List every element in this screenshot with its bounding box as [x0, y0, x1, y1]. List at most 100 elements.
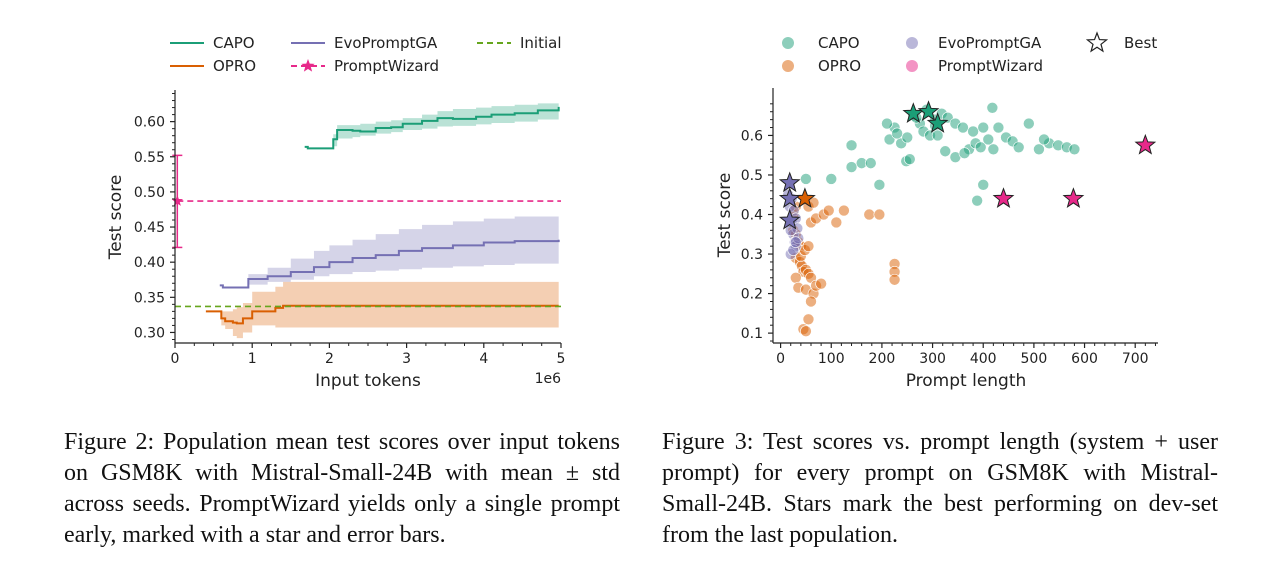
point-capo: [1038, 133, 1050, 146]
line-capo: [304, 106, 560, 150]
figure-3-caption: Figure 3: Test scores vs. prompt length …: [662, 429, 1218, 548]
f2-x-tick-label: 0: [171, 351, 180, 367]
f3-y-tick-label: 0.3: [741, 247, 763, 263]
f2-x-axis-label: Input tokens: [315, 371, 421, 391]
point-capo: [901, 131, 914, 144]
figure-3-scatter-chart: 0 100 200 300 400 500 600 700 0.1 0.2 0.3 0.4 0.5 0.6…: [715, 31, 1158, 391]
f2-series-lines: [171, 106, 561, 325]
f2-y-tick-label: 0.60: [134, 115, 165, 131]
f3-x-tick-label: 700: [1122, 351, 1149, 367]
legend-opro-label: OPRO: [818, 57, 861, 75]
point-opro: [888, 273, 901, 286]
f3-y-tick-label: 0.4: [741, 208, 763, 224]
legend-opro-dot: [782, 60, 794, 72]
f3-best-stars: [778, 100, 1157, 230]
point-capo: [982, 133, 995, 146]
point-capo: [977, 179, 990, 191]
point-capo: [1068, 143, 1081, 156]
point-opro: [822, 204, 835, 217]
f2-y-tick-label: 0.50: [134, 185, 165, 201]
point-capo: [1033, 143, 1045, 156]
f2-x-tick-label: 5: [557, 351, 566, 367]
f2-y-tick-label: 0.55: [134, 150, 165, 166]
f2-y-tick-label: 0.40: [134, 255, 165, 271]
point-capo: [864, 157, 877, 169]
f2-x-tick-label: 4: [479, 351, 488, 367]
point-capo: [971, 194, 983, 207]
point-opro: [873, 208, 886, 221]
point-capo: [986, 101, 999, 114]
best-star-evopromptga: [778, 187, 801, 208]
point-opro: [802, 240, 815, 252]
point-capo: [881, 117, 893, 130]
f3-legend: CAPO EvoPromptGA Best OPRO PromptWizard: [782, 31, 1157, 75]
point-capo: [939, 145, 952, 158]
f2-y-tick-label: 0.35: [134, 290, 165, 306]
f3-x-tick-label: 400: [970, 351, 997, 367]
f2-x-tick-label: 3: [402, 351, 411, 367]
point-opro: [802, 313, 815, 326]
point-capo: [1012, 141, 1025, 154]
figure-2-line-chart: 0 1 2 3 4 5 0.30 0.35 0.40 0.45 0.50 0.55 0.60 Input…: [106, 34, 566, 391]
legend-capo-label: CAPO: [213, 34, 255, 52]
point-capo: [957, 121, 969, 134]
legend-capo-label: CAPO: [818, 34, 860, 52]
best-star-evopromptga: [778, 209, 801, 230]
f3-x-tick-label: 500: [1021, 351, 1048, 367]
best-star-promptwizard: [1062, 187, 1085, 208]
f3-x-tick-label: 0: [776, 351, 785, 367]
point-capo: [977, 121, 990, 134]
f3-y-tick-label: 0.5: [741, 168, 763, 184]
best-star-promptwizard: [1134, 133, 1157, 155]
legend-capo-dot: [782, 37, 794, 49]
point-opro: [789, 271, 802, 284]
f2-x-offset-text: 1e6: [535, 371, 562, 387]
legend-best-star-shape: [1085, 31, 1109, 53]
f2-std-bands: [205, 102, 559, 339]
point-capo: [891, 127, 903, 140]
figure-2-caption: Figure 2: Population mean test scores ov…: [64, 429, 620, 548]
f3-scatter-points: [782, 101, 1081, 337]
point-capo: [974, 141, 987, 154]
point-evopromptga: [789, 236, 802, 248]
legend-evo-label: EvoPromptGA: [334, 34, 438, 52]
f2-axes: 0 1 2 3 4 5 0.30 0.35 0.40 0.45 0.50 0.55 0.60: [134, 90, 566, 367]
best-star-capo: [917, 100, 940, 121]
f2-y-tick-label: 0.45: [134, 220, 165, 236]
f3-x-tick-label: 600: [1071, 351, 1098, 367]
point-capo: [967, 125, 979, 138]
point-opro: [830, 216, 843, 229]
best-star-evopromptga: [778, 171, 801, 193]
legend-pw-dot: [906, 60, 918, 72]
f2-y-tick-label: 0.30: [134, 325, 165, 341]
point-capo: [958, 147, 971, 160]
f3-x-tick-label: 100: [818, 351, 845, 367]
point-capo: [800, 173, 812, 185]
legend-initial-label: Initial: [520, 34, 562, 52]
best-star-capo: [902, 102, 925, 123]
f2-y-axis-label: Test score: [106, 175, 126, 261]
point-capo: [903, 153, 916, 165]
legend-evo-label: EvoPromptGA: [938, 34, 1042, 52]
legend-best-label: Best: [1124, 34, 1157, 52]
point-capo: [1023, 117, 1035, 130]
band-opro: [205, 281, 559, 339]
f2-legend: CAPO EvoPromptGA Initial OPRO PromptWiza…: [170, 34, 562, 75]
point-opro: [805, 295, 817, 308]
point-capo: [825, 173, 838, 185]
point-capo: [873, 179, 886, 191]
best-star-promptwizard: [992, 187, 1015, 208]
f3-x-tick-label: 300: [919, 351, 946, 367]
point-opro: [800, 325, 812, 337]
point-opro: [838, 204, 850, 217]
legend-evo-dot: [906, 37, 918, 49]
point-capo: [987, 143, 1000, 156]
point-capo: [845, 139, 858, 152]
f3-y-tick-label: 0.1: [741, 326, 763, 342]
f3-y-axis-label: Test score: [715, 173, 735, 259]
legend-pw-star-marker: [301, 59, 315, 72]
f3-y-tick-label: 0.2: [741, 287, 763, 303]
marker-promptwizard-star: [171, 195, 184, 206]
best-star-capo: [926, 112, 949, 133]
point-capo: [992, 121, 1005, 134]
